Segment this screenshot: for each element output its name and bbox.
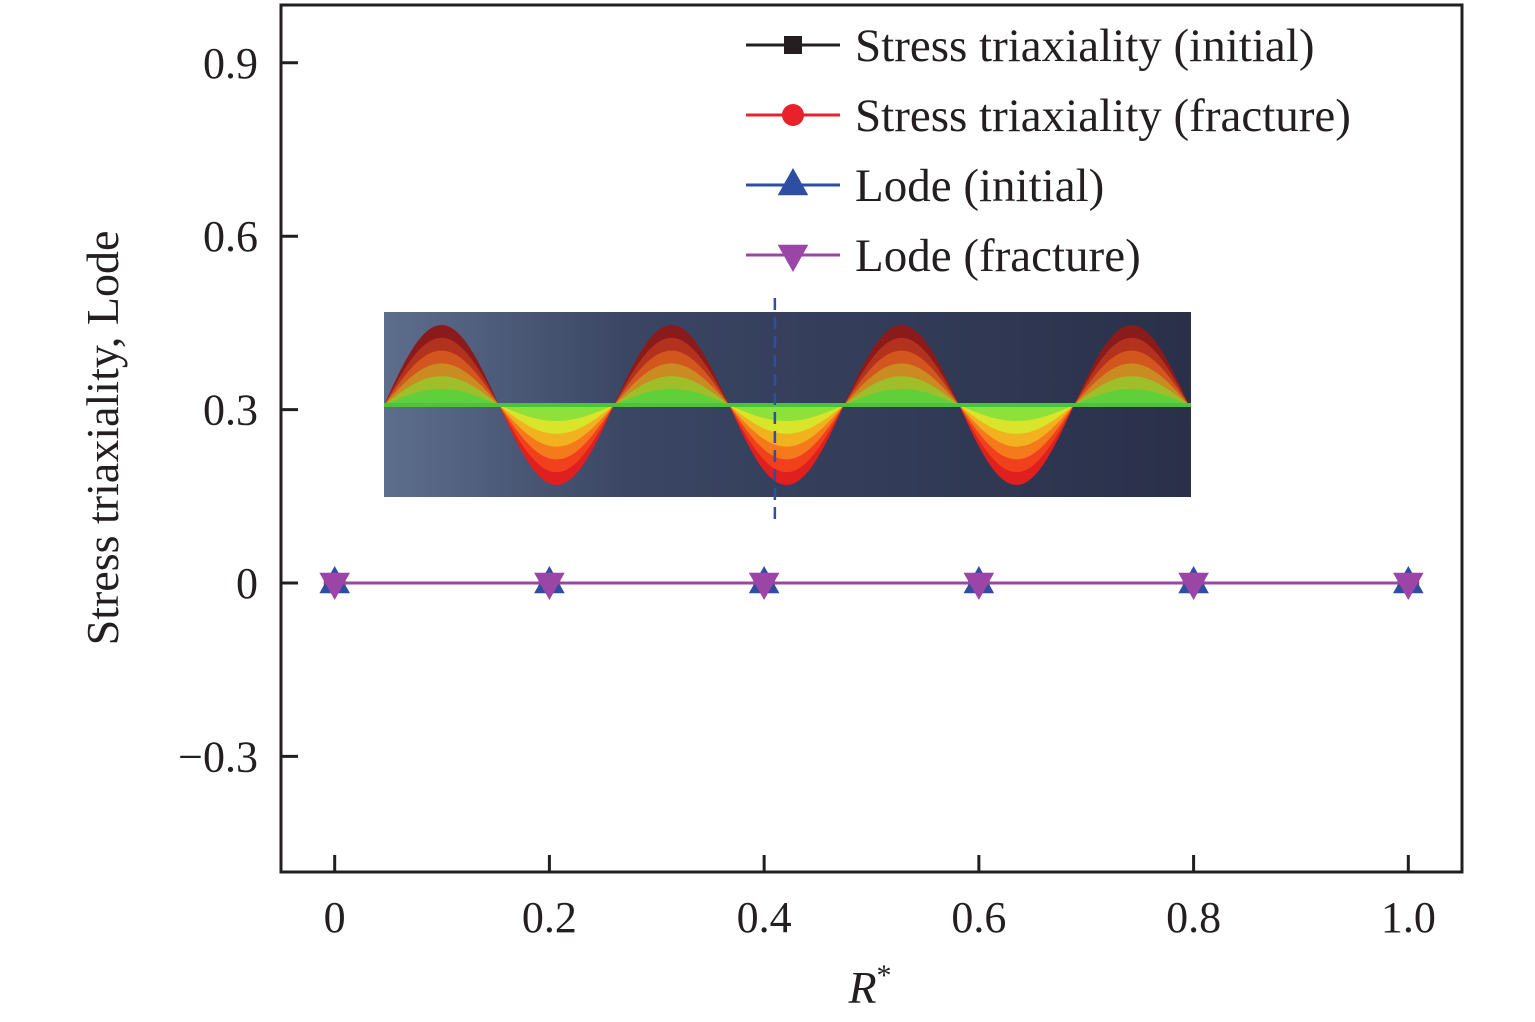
y-axis-label: Stress triaxiality, Lode <box>77 231 128 646</box>
x-tick-label: 0.2 <box>522 893 577 942</box>
legend-label: Lode (initial) <box>855 160 1104 212</box>
x-tick-label: 1.0 <box>1381 893 1436 942</box>
circle-marker <box>782 104 804 126</box>
series-3 <box>319 572 1424 600</box>
x-tick-label: 0.4 <box>737 893 792 942</box>
x-tick-label: 0.6 <box>951 893 1006 942</box>
y-tick-label: −0.3 <box>178 732 258 781</box>
legend-item: Stress triaxiality (initial) <box>746 20 1314 72</box>
triangle-down-marker <box>748 572 780 600</box>
triangle-down-marker <box>319 572 350 600</box>
triangle-down-marker <box>1393 572 1424 600</box>
triangle-down-marker <box>1178 572 1209 600</box>
legend-item: Stress triaxiality (fracture) <box>746 90 1351 142</box>
triangle-down-marker <box>777 244 809 272</box>
legend-item: Lode (fracture) <box>746 230 1141 282</box>
y-tick-label: 0.9 <box>203 39 258 88</box>
legend-label: Lode (fracture) <box>855 230 1141 282</box>
legend-label: Stress triaxiality (fracture) <box>855 90 1351 142</box>
series-layer <box>319 566 1424 600</box>
x-axis-label: R* <box>847 959 891 1013</box>
wave-layer <box>384 405 1191 421</box>
y-tick-label: 0.6 <box>203 212 258 261</box>
triangle-up-marker <box>777 168 809 196</box>
plot-frame <box>279 3 1464 874</box>
x-tick-label: 0.8 <box>1166 893 1221 942</box>
x-tick-label: 0 <box>324 893 346 942</box>
axes: 0 0.2 0.4 0.6 0.8 1.0 −0.3 0 0.3 0.6 0.9 <box>178 39 1436 942</box>
legend-item: Lode (initial) <box>746 160 1104 212</box>
triangle-down-marker <box>534 572 565 600</box>
triangle-down-marker <box>963 572 995 600</box>
y-tick-label: 0.3 <box>203 386 258 435</box>
legend-label: Stress triaxiality (initial) <box>855 20 1314 72</box>
inset-simulation-image <box>384 298 1191 522</box>
legend: Stress triaxiality (initial) Stress triax… <box>746 20 1351 282</box>
y-tick-label: 0 <box>236 559 258 608</box>
series-2 <box>319 566 1424 594</box>
square-marker <box>784 36 802 54</box>
